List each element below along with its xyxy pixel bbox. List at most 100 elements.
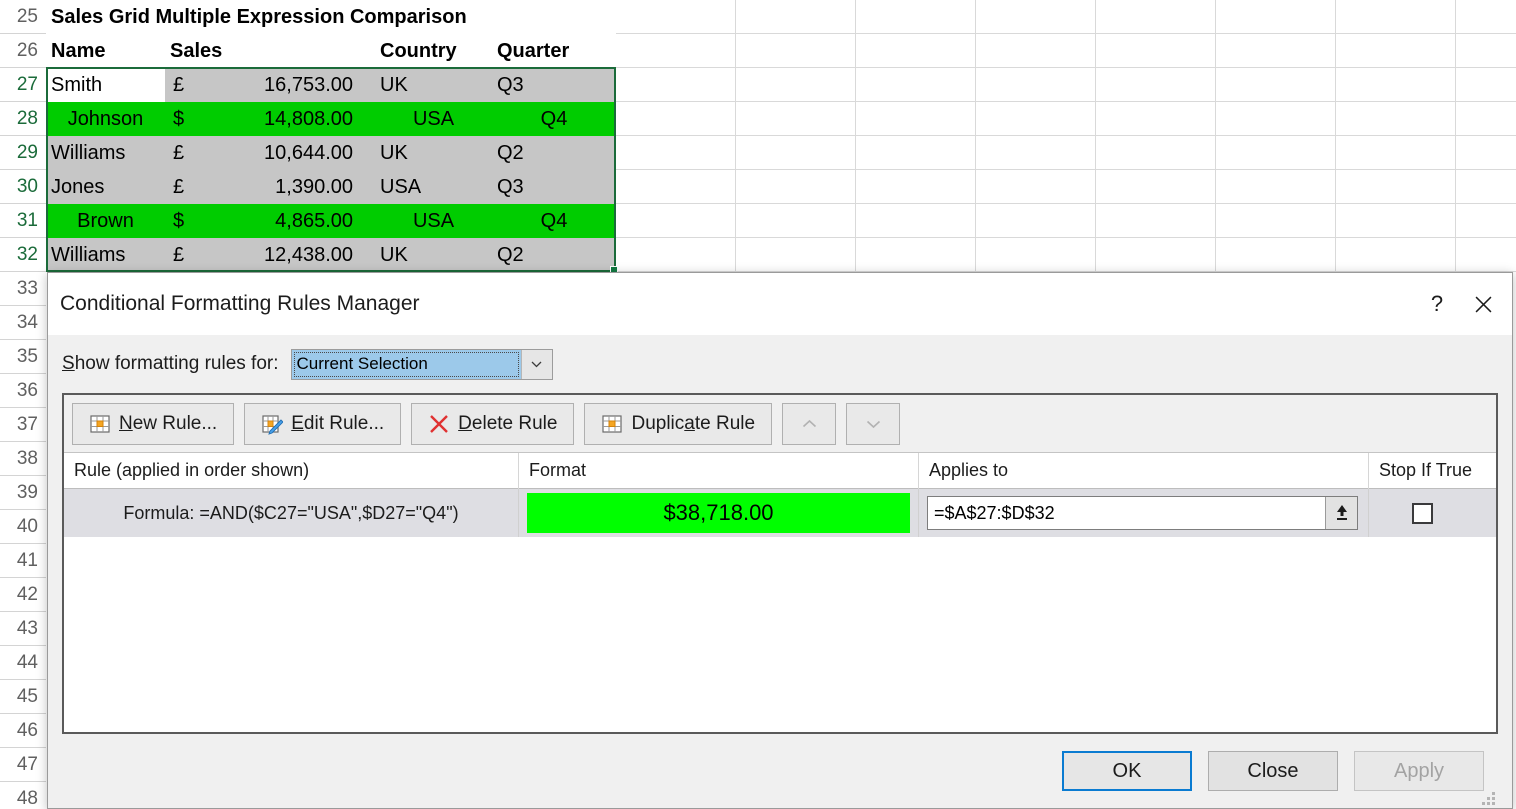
row-header-30[interactable]: 30 [0, 170, 46, 204]
ok-button[interactable]: OK [1062, 751, 1192, 791]
row-header-35[interactable]: 35 [0, 340, 46, 374]
cell-name-2[interactable]: Williams [46, 136, 165, 170]
sales-amount: 16,753.00 [264, 73, 353, 96]
show-formatting-rules-for-row: Show formatting rules for: Current Selec… [62, 335, 1498, 393]
cell-quarter-5[interactable]: Q2 [492, 238, 616, 272]
cell-name-4[interactable]: Brown [46, 204, 165, 238]
cell-header-quarter[interactable]: Quarter [492, 34, 616, 68]
applies-to-field[interactable]: =$A$27:$D$32 [927, 496, 1358, 530]
sales-amount: 12,438.00 [264, 243, 353, 266]
row-header-48[interactable]: 48 [0, 782, 46, 809]
cell-header-country[interactable]: Country [375, 34, 492, 68]
move-rule-down-button[interactable] [846, 402, 901, 445]
cell-sales-4[interactable]: $4,865.00 [165, 204, 375, 238]
cell-sales-2[interactable]: £10,644.00 [165, 136, 375, 170]
cell-quarter-3[interactable]: Q3 [492, 170, 616, 204]
edit-rule-pencil-icon [262, 414, 284, 435]
currency-symbol: £ [173, 175, 185, 198]
row-header-27[interactable]: 27 [0, 68, 46, 102]
label-mnemonic: S [62, 353, 75, 374]
row-header-31[interactable]: 31 [0, 204, 46, 238]
dialog-titlebar[interactable]: Conditional Formatting Rules Manager ? [48, 273, 1512, 335]
list-header-stop-if-true: Stop If True [1379, 460, 1473, 480]
cell-name-3[interactable]: Jones [46, 170, 165, 204]
dialog-footer: OK Close Apply [62, 734, 1498, 808]
rule-row[interactable]: Formula: =AND($C27="USA",$D27="Q4") $38,7… [64, 489, 1496, 537]
row-header-29[interactable]: 29 [0, 136, 46, 170]
cell-sales-5[interactable]: £12,438.00 [165, 238, 375, 272]
close-button[interactable]: Close [1208, 751, 1338, 791]
row-header-37[interactable]: 37 [0, 408, 46, 442]
row-header-40[interactable]: 40 [0, 510, 46, 544]
cell-country-5[interactable]: UK [375, 238, 492, 272]
apply-button[interactable]: Apply [1354, 751, 1484, 791]
sales-amount: 10,644.00 [264, 141, 353, 164]
rule-formula-text[interactable]: Formula: =AND($C27="USA",$D27="Q4") [64, 489, 519, 537]
edit-rule-button[interactable]: Edit Rule... [244, 402, 402, 445]
collapse-dialog-icon[interactable] [1325, 497, 1357, 529]
rule-applies-to-cell: =$A$27:$D$32 [919, 489, 1369, 537]
stop-if-true-checkbox[interactable] [1412, 502, 1433, 524]
row-header-38[interactable]: 38 [0, 442, 46, 476]
cell-header-sales[interactable]: Sales [165, 34, 375, 68]
cell-quarter-1[interactable]: Q4 [492, 102, 616, 136]
new-rule-button[interactable]: New Rule... [72, 402, 235, 445]
row-header-39[interactable]: 39 [0, 476, 46, 510]
currency-symbol: £ [173, 141, 185, 164]
row-header-25[interactable]: 25 [0, 0, 46, 34]
help-icon[interactable]: ? [1430, 291, 1444, 316]
row-header-32[interactable]: 32 [0, 238, 46, 272]
cell-quarter-4[interactable]: Q4 [492, 204, 616, 238]
list-header-format: Format [519, 452, 919, 489]
list-header-rule-applied-in-order-shown: Rule (applied in order shown) [64, 452, 519, 489]
chevron-down-icon[interactable] [520, 349, 552, 379]
row-header-28[interactable]: 28 [0, 102, 46, 136]
row-header-47[interactable]: 47 [0, 748, 46, 782]
close-icon[interactable] [1460, 281, 1506, 327]
row-header-44[interactable]: 44 [0, 646, 46, 680]
duplicate-rule-label: Duplicate Rule [631, 412, 756, 434]
row-header-42[interactable]: 42 [0, 578, 46, 612]
cell-header-name[interactable]: Name [46, 34, 165, 68]
cell-sales-3[interactable]: £1,390.00 [165, 170, 375, 204]
delete-rule-label: Delete Rule [458, 412, 558, 434]
scope-dropdown[interactable]: Current Selection [290, 348, 553, 380]
cell-name-1[interactable]: Johnson [46, 102, 165, 136]
currency-symbol: £ [173, 243, 185, 266]
label-rest: how formatting rules for: [74, 353, 279, 374]
conditional-formatting-rules-manager-dialog[interactable]: Conditional Formatting Rules Manager ? S… [47, 272, 1513, 809]
row-header-46[interactable]: 46 [0, 714, 46, 748]
new-rule-label: New Rule... [119, 412, 218, 434]
cell-name-0[interactable]: Smith [46, 68, 165, 102]
move-rule-up-button[interactable] [782, 402, 837, 445]
cell-quarter-0[interactable]: Q3 [492, 68, 616, 102]
row-header-45[interactable]: 45 [0, 680, 46, 714]
rules-panel: New Rule... Edit Rule... [62, 393, 1498, 734]
cell-quarter-2[interactable]: Q2 [492, 136, 616, 170]
row-header-34[interactable]: 34 [0, 306, 46, 340]
cell-country-4[interactable]: USA [375, 204, 492, 238]
row-header-41[interactable]: 41 [0, 544, 46, 578]
cell-country-3[interactable]: USA [375, 170, 492, 204]
chevron-down-icon [866, 420, 880, 428]
delete-rule-button[interactable]: Delete Rule [411, 402, 575, 445]
cell-sales-1[interactable]: $14,808.00 [165, 102, 375, 136]
cell-title[interactable]: Sales Grid Multiple Expression Compariso… [46, 0, 616, 34]
rule-format-cell[interactable]: $38,718.00 [519, 489, 919, 537]
rules-list-body[interactable]: Formula: =AND($C27="USA",$D27="Q4") $38,7… [64, 489, 1496, 732]
row-header-column[interactable]: 25 26 27 28 29 30 31 32 33 34 35 36 37 38 39 40 41 42 43 44… [0, 0, 46, 809]
resize-grip[interactable] [1482, 792, 1495, 805]
dialog-title: Conditional Formatting Rules Manager [60, 292, 420, 315]
cell-sales-0[interactable]: £16,753.00 [165, 68, 375, 102]
row-header-36[interactable]: 36 [0, 374, 46, 408]
applies-to-input[interactable]: =$A$27:$D$32 [934, 502, 1055, 523]
cell-name-5[interactable]: Williams [46, 238, 165, 272]
cell-country-0[interactable]: UK [375, 68, 492, 102]
scope-dropdown-value[interactable]: Current Selection [291, 349, 521, 379]
cell-country-1[interactable]: USA [375, 102, 492, 136]
row-header-43[interactable]: 43 [0, 612, 46, 646]
row-header-26[interactable]: 26 [0, 34, 46, 68]
duplicate-rule-button[interactable]: Duplicate Rule [584, 402, 773, 445]
cell-country-2[interactable]: UK [375, 136, 492, 170]
row-header-33[interactable]: 33 [0, 272, 46, 306]
